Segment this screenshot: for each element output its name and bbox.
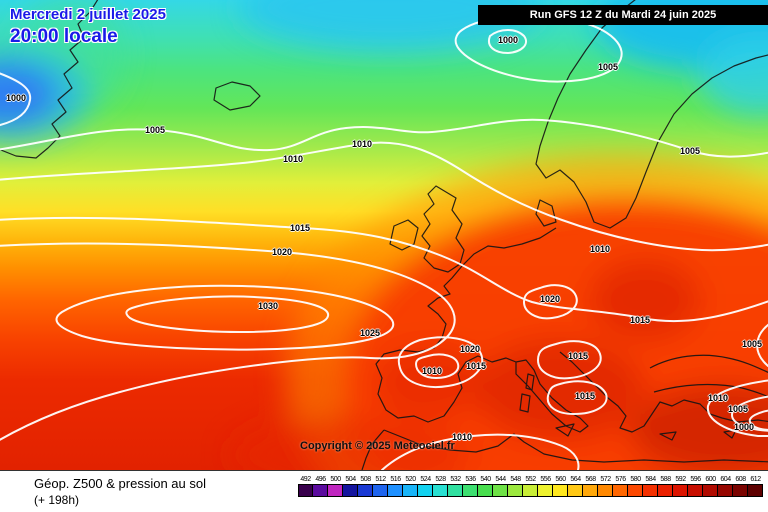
legend-entry: 564: [568, 475, 583, 497]
map-parameter-title: Géop. Z500 & pression au sol: [34, 476, 206, 491]
legend-entry: 532: [448, 475, 463, 497]
isobar-label: 1005: [741, 339, 763, 349]
isobar-label: 1015: [465, 361, 487, 371]
isobar-label: 1005: [727, 404, 749, 414]
legend-entry: 596: [688, 475, 703, 497]
isobar-label: 1010: [589, 244, 611, 254]
legend-entry: 588: [658, 475, 673, 497]
legend-scale: 492 496 500 504 508 512 516 520 524 528 532 536 540 5…: [298, 475, 763, 497]
legend-entry: 544: [493, 475, 508, 497]
isobar-label: 1020: [271, 247, 293, 257]
isobar-label: 1015: [567, 351, 589, 361]
isobar-label: 1020: [539, 294, 561, 304]
legend-entry: 536: [463, 475, 478, 497]
legend-entry: 576: [613, 475, 628, 497]
isobar-contours: [0, 14, 768, 470]
isobar-label: 1000: [733, 422, 755, 432]
legend-entry: 556: [538, 475, 553, 497]
isobar-label: 1015: [574, 391, 596, 401]
isobar-label: 1005: [144, 125, 166, 135]
legend-entry: 520: [403, 475, 418, 497]
forecast-hour: (+ 198h): [34, 493, 80, 507]
coastlines: [0, 0, 768, 470]
weather-map: 1000 1005 1010 1010 1000 1005 1005 1015 1020 1030…: [0, 0, 768, 470]
legend-entry: 508: [358, 475, 373, 497]
isobar-label-layer: 1000 1005 1010 1010 1000 1005 1005 1015 1020 1030…: [5, 35, 763, 442]
legend-entry: 604: [718, 475, 733, 497]
isobar-label: 1005: [597, 62, 619, 72]
isobar-label: 1020: [459, 344, 481, 354]
legend-entry: 580: [628, 475, 643, 497]
legend-entry: 572: [598, 475, 613, 497]
legend-entry: 560: [553, 475, 568, 497]
legend-entry: 592: [673, 475, 688, 497]
legend-entry: 504: [343, 475, 358, 497]
isobar-label: 1015: [289, 223, 311, 233]
legend-entry: 524: [418, 475, 433, 497]
legend-entry: 548: [508, 475, 523, 497]
isobar-label: 1025: [359, 328, 381, 338]
copyright-text: Copyright © 2025 Meteociel.fr: [300, 440, 455, 452]
isobar-label: 1005: [679, 146, 701, 156]
legend-entry: 584: [643, 475, 658, 497]
isobar-label: 1015: [629, 315, 651, 325]
isobar-label: 1010: [351, 139, 373, 149]
legend-entry: 612: [748, 475, 763, 497]
legend-entry: 568: [583, 475, 598, 497]
legend-entry: 600: [703, 475, 718, 497]
footer-bar: Géop. Z500 & pression au sol (+ 198h) 49…: [0, 470, 768, 512]
legend-entry: 512: [373, 475, 388, 497]
map-canvas: [0, 0, 768, 470]
legend-entry: 500: [328, 475, 343, 497]
isobar-label: 1010: [282, 154, 304, 164]
isobar-label: 1030: [257, 301, 279, 311]
isobar-label: 1000: [497, 35, 519, 45]
isobar-label: 1000: [5, 93, 27, 103]
legend-entry: 608: [733, 475, 748, 497]
legend-entry: 516: [388, 475, 403, 497]
isobar-label: 1010: [421, 366, 443, 376]
isobar-label: 1010: [707, 393, 729, 403]
model-run-info: Run GFS 12 Z du Mardi 24 juin 2025: [478, 5, 768, 25]
map-local-time: 20:00 locale: [10, 26, 118, 47]
legend-entry: 528: [433, 475, 448, 497]
legend-entry: 492: [298, 475, 313, 497]
legend-entry: 552: [523, 475, 538, 497]
legend-entry: 540: [478, 475, 493, 497]
map-date: Mercredi 2 juillet 2025: [10, 6, 166, 23]
geopotential-anomalies: [0, 0, 768, 470]
legend-entry: 496: [313, 475, 328, 497]
isobar-label: 1010: [451, 432, 473, 442]
